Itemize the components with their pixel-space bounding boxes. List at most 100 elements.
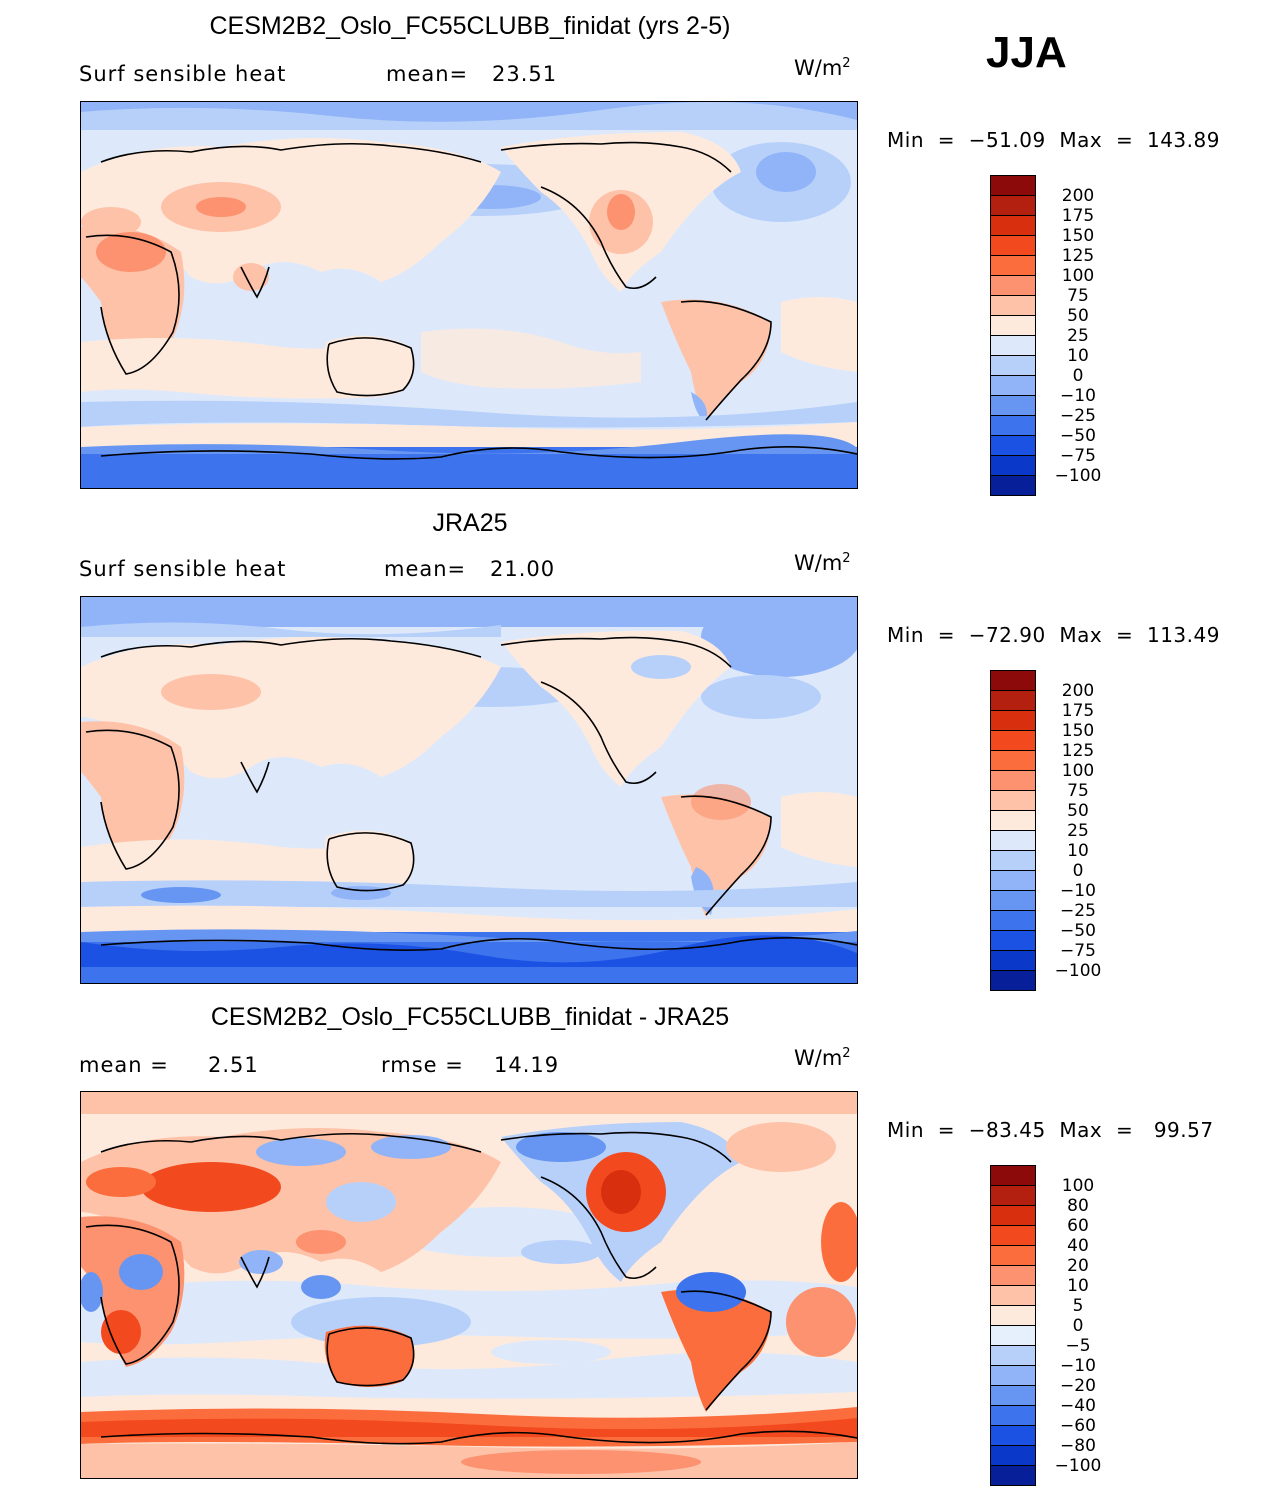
colorbar-swatch: [990, 455, 1036, 476]
colorbar-tick-label: −100: [1054, 961, 1102, 981]
colorbar-swatch: [990, 730, 1036, 751]
colorbar-swatch: [990, 395, 1036, 416]
colorbar-tick-label: −50: [1060, 921, 1096, 941]
colorbar-tick-label: 100: [1061, 761, 1095, 781]
colorbar-tick-label: 175: [1061, 701, 1095, 721]
colorbar-swatch: [990, 770, 1036, 791]
panel2-mean-label: mean=: [384, 557, 467, 581]
panel1-units: W/m2: [794, 56, 851, 80]
colorbar-tick-label: −75: [1060, 941, 1096, 961]
colorbar-swatch: [990, 275, 1036, 296]
colorbar-swatch: [990, 375, 1036, 396]
colorbar-swatch: [990, 1305, 1036, 1326]
colorbar-tick-label: 200: [1061, 186, 1095, 206]
colorbar-tick-label: 5: [1072, 1296, 1084, 1316]
colorbar-tick-label: 0: [1072, 1316, 1084, 1336]
colorbar-tick-label: 10: [1067, 841, 1089, 861]
colorbar-tick-label: 175: [1061, 206, 1095, 226]
panel3-minmax: Min = −83.45 Max = 99.57: [887, 1118, 1214, 1142]
panel3-rmse-value: 14.19: [494, 1053, 560, 1077]
colorbar-tick-label: 100: [1061, 1176, 1095, 1196]
colorbar-swatch: [990, 1225, 1036, 1246]
colorbar-swatch: [990, 1325, 1036, 1346]
panel3-mean-value: 2.51: [208, 1053, 259, 1077]
colorbar-tick-label: −100: [1054, 466, 1102, 486]
colorbar-swatch: [990, 1465, 1036, 1486]
colorbar-tick-label: 125: [1061, 246, 1095, 266]
colorbar-swatch: [990, 970, 1036, 991]
colorbar-tick-label: 75: [1067, 286, 1089, 306]
colorbar-tick-label: 60: [1067, 1216, 1089, 1236]
panel3-rmse-label: rmse =: [381, 1053, 464, 1077]
colorbar-swatch: [990, 475, 1036, 496]
colorbar-tick-label: 50: [1067, 801, 1089, 821]
colorbar-swatch: [990, 335, 1036, 356]
colorbar-swatch: [990, 1425, 1036, 1446]
colorbar-tick-label: 125: [1061, 741, 1095, 761]
colorbar-swatch: [990, 215, 1036, 236]
colorbar-swatch: [990, 1265, 1036, 1286]
colorbar-swatch: [990, 850, 1036, 871]
colorbar-swatch: [990, 1385, 1036, 1406]
colorbar-swatch: [990, 255, 1036, 276]
panel2-minmax: Min = −72.90 Max = 113.49: [887, 623, 1220, 647]
colorbar-swatch: [990, 810, 1036, 831]
panel3-title: CESM2B2_Oslo_FC55CLUBB_finidat - JRA25: [210, 1003, 730, 1031]
panel1-colorbar: [990, 175, 1036, 496]
colorbar-swatch: [990, 690, 1036, 711]
season-label: JJA: [986, 28, 1067, 77]
colorbar-tick-label: −50: [1060, 426, 1096, 446]
colorbar-tick-label: 150: [1061, 226, 1095, 246]
panel2-map: [80, 596, 858, 984]
colorbar-swatch: [990, 950, 1036, 971]
colorbar-swatch: [990, 1445, 1036, 1466]
colorbar-tick-label: 0: [1072, 366, 1084, 386]
colorbar-swatch: [990, 930, 1036, 951]
colorbar-tick-label: 10: [1067, 1276, 1089, 1296]
colorbar-tick-label: 80: [1067, 1196, 1089, 1216]
colorbar-tick-label: 40: [1067, 1236, 1089, 1256]
colorbar-swatch: [990, 1345, 1036, 1366]
colorbar-swatch: [990, 1365, 1036, 1386]
colorbar-tick-label: 150: [1061, 721, 1095, 741]
colorbar-swatch: [990, 1285, 1036, 1306]
colorbar-tick-label: −60: [1060, 1416, 1096, 1436]
colorbar-swatch: [990, 415, 1036, 436]
panel2-mean-value: 21.00: [490, 557, 556, 581]
colorbar-tick-label: 25: [1067, 821, 1089, 841]
colorbar-swatch: [990, 790, 1036, 811]
colorbar-tick-label: 100: [1061, 266, 1095, 286]
colorbar-tick-label: −10: [1060, 881, 1096, 901]
colorbar-tick-label: −5: [1065, 1336, 1091, 1356]
panel2-colorbar: [990, 670, 1036, 991]
panel3-mean-label: mean =: [79, 1053, 169, 1077]
colorbar-swatch: [990, 750, 1036, 771]
colorbar-swatch: [990, 890, 1036, 911]
colorbar-swatch: [990, 175, 1036, 196]
panel1-mean-label: mean=: [386, 62, 469, 86]
colorbar-swatch: [990, 910, 1036, 931]
panel1-title: CESM2B2_Oslo_FC55CLUBB_finidat (yrs 2-5): [209, 12, 731, 40]
colorbar-swatch: [990, 1245, 1036, 1266]
colorbar-swatch: [990, 670, 1036, 691]
colorbar-swatch: [990, 710, 1036, 731]
panel1-mean-value: 23.51: [492, 62, 558, 86]
colorbar-tick-label: −40: [1060, 1396, 1096, 1416]
panel3-units: W/m2: [794, 1046, 851, 1070]
panel1-minmax: Min = −51.09 Max = 143.89: [887, 128, 1220, 152]
colorbar-tick-label: 75: [1067, 781, 1089, 801]
colorbar-swatch: [990, 1185, 1036, 1206]
panel3-map: [80, 1091, 858, 1479]
colorbar-swatch: [990, 435, 1036, 456]
panel2-title: JRA25: [432, 509, 508, 537]
colorbar-tick-label: 20: [1067, 1256, 1089, 1276]
colorbar-tick-label: 200: [1061, 681, 1095, 701]
colorbar-tick-label: 10: [1067, 346, 1089, 366]
colorbar-tick-label: 0: [1072, 861, 1084, 881]
panel1-variable: Surf sensible heat: [79, 62, 287, 86]
colorbar-swatch: [990, 295, 1036, 316]
colorbar-swatch: [990, 1165, 1036, 1186]
colorbar-tick-label: 25: [1067, 326, 1089, 346]
colorbar-swatch: [990, 235, 1036, 256]
colorbar-tick-label: −100: [1054, 1456, 1102, 1476]
